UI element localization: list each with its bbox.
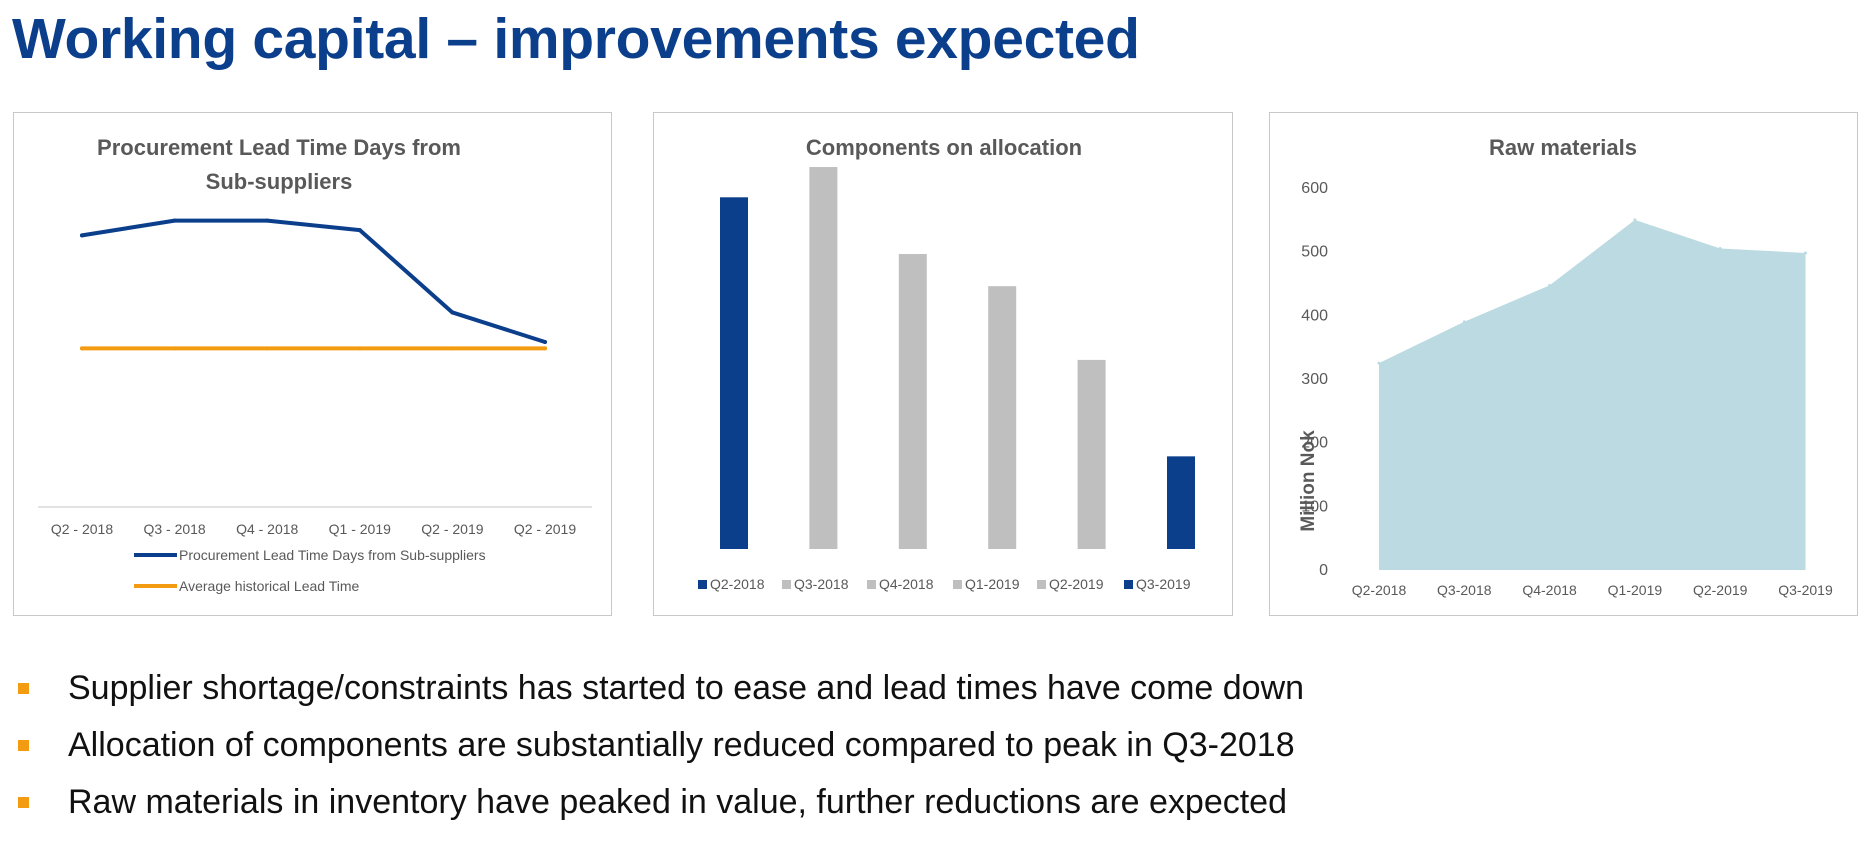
area-fill	[1379, 219, 1806, 570]
legend-swatch	[698, 580, 707, 589]
data-point	[1804, 251, 1807, 255]
lead-time-chart-panel: Procurement Lead Time Days from Sub-suppl…	[13, 112, 612, 616]
x-tick-label: Q2 - 2019	[421, 521, 483, 537]
bullet-square-icon	[18, 740, 29, 751]
y-tick-label: 400	[1301, 307, 1328, 324]
chart-title: Sub-suppliers	[206, 169, 353, 194]
legend-label: Q2-2018	[710, 576, 765, 592]
legend-swatch	[867, 580, 876, 589]
bar	[809, 167, 838, 549]
bullet-list: Supplier shortage/constraints has starte…	[14, 660, 1304, 831]
legend-label: Average historical Lead Time	[179, 578, 359, 594]
bar	[720, 197, 748, 550]
data-point	[357, 346, 362, 351]
data-point	[450, 346, 455, 351]
x-tick-label: Q4 - 2018	[236, 521, 298, 537]
x-tick-label: Q3-2018	[1437, 582, 1492, 598]
page-title: Working capital – improvements expected	[12, 7, 1140, 71]
series-line	[80, 218, 547, 344]
x-tick-label: Q2-2019	[1693, 582, 1748, 598]
x-tick-label: Q1 - 2019	[329, 521, 391, 537]
y-tick-label: 200	[1301, 435, 1328, 452]
raw-materials-chart: Raw materials 0 100 200 300 400 500 600 Q2-2018 Q…	[1298, 135, 1833, 598]
bullet-item: Raw materials in inventory have peaked i…	[14, 774, 1304, 831]
x-tick-label: Q2 - 2018	[51, 521, 113, 537]
bullet-text: Raw materials in inventory have peaked i…	[68, 783, 1288, 821]
data-point	[543, 346, 547, 351]
allocation-chart-panel: Components on allocation Q2-2018 Q3-2018 Q4…	[653, 112, 1233, 616]
allocation-chart: Components on allocation Q2-2018 Q3-2018 Q4…	[698, 135, 1195, 592]
x-tick-label: Q3 - 2018	[143, 521, 205, 537]
bullet-square-icon	[18, 797, 29, 808]
legend-label: Q3-2018	[794, 576, 849, 592]
data-point	[450, 310, 455, 315]
data-point	[1633, 218, 1637, 222]
data-point	[172, 346, 177, 351]
legend-swatch	[953, 580, 962, 589]
lead-time-chart: Procurement Lead Time Days from Sub-suppl…	[38, 135, 592, 594]
legend-swatch	[1124, 580, 1133, 589]
chart-title: Components on allocation	[806, 135, 1082, 160]
x-tick-label: Q2-2018	[1352, 582, 1407, 598]
data-point	[1718, 246, 1722, 250]
bullet-square-icon	[18, 683, 29, 694]
legend-label: Q3-2019	[1136, 576, 1191, 592]
x-tick-label: Q4-2018	[1522, 582, 1577, 598]
data-point	[1462, 320, 1466, 324]
x-tick-label: Q1-2019	[1608, 582, 1663, 598]
data-point	[80, 346, 84, 351]
bar	[1077, 359, 1106, 549]
chart-title: Procurement Lead Time Days from	[97, 135, 461, 160]
x-tick-label: Q3-2019	[1778, 582, 1833, 598]
legend-swatch	[1037, 580, 1046, 589]
data-point	[265, 346, 270, 351]
data-point	[172, 218, 177, 223]
bullet-text: Supplier shortage/constraints has starte…	[68, 669, 1305, 707]
y-tick-label: 300	[1301, 371, 1328, 388]
bullet-text: Allocation of components are substantial…	[68, 726, 1295, 764]
legend-label: Q4-2018	[879, 576, 934, 592]
bullet-item: Allocation of components are substantial…	[14, 717, 1304, 774]
bar	[898, 254, 927, 549]
data-point	[1377, 361, 1381, 365]
data-point	[80, 233, 84, 238]
x-tick-label: Q2 - 2019	[514, 521, 576, 537]
y-tick-label: 500	[1301, 244, 1328, 261]
data-point	[265, 218, 270, 223]
data-point	[357, 228, 362, 233]
y-axis-label: Million Nok	[1298, 430, 1319, 532]
bar	[988, 286, 1017, 549]
data-point	[1548, 283, 1552, 287]
y-tick-label: 100	[1301, 498, 1328, 515]
y-tick-label: 0	[1319, 562, 1328, 579]
chart-title: Raw materials	[1489, 135, 1637, 160]
raw-materials-chart-panel: Raw materials 0 100 200 300 400 500 600 Q2-2018 Q…	[1269, 112, 1858, 616]
bar	[1167, 456, 1195, 549]
legend-label: Procurement Lead Time Days from Sub-supp…	[179, 547, 486, 563]
legend-swatch	[782, 580, 791, 589]
bullet-item: Supplier shortage/constraints has starte…	[14, 660, 1304, 717]
data-point	[543, 340, 547, 344]
y-tick-label: 600	[1301, 180, 1328, 197]
legend-label: Q2-2019	[1049, 576, 1104, 592]
legend-label: Q1-2019	[965, 576, 1020, 592]
